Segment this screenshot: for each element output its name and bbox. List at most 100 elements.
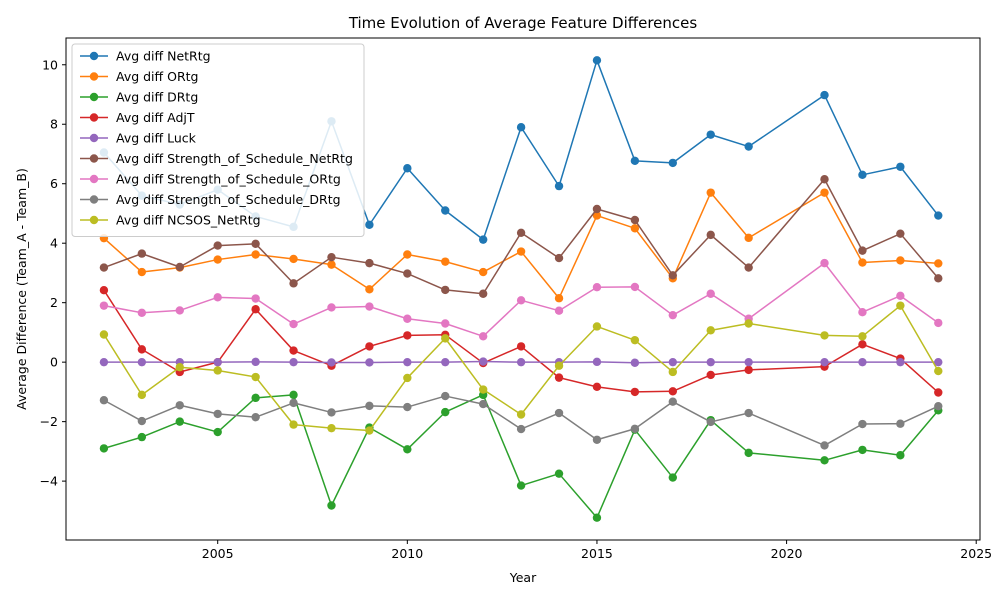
data-point — [441, 319, 450, 328]
data-point — [820, 258, 829, 268]
data-point — [251, 357, 260, 367]
data-point — [592, 382, 602, 392]
data-point — [441, 285, 450, 295]
y-axis-ticks: −4 −2 0 2 4 6 8 10 — [40, 57, 66, 489]
x-axis-label: Year — [509, 570, 537, 585]
legend-label: Avg diff AdjT — [116, 110, 195, 125]
data-point — [896, 291, 905, 301]
legend-item: Avg diff Strength_of_Schedule_NetRtg — [80, 151, 353, 166]
data-point — [630, 335, 640, 345]
data-point — [858, 307, 867, 317]
chart-title: Time Evolution of Average Feature Differ… — [348, 14, 698, 32]
data-point — [820, 188, 829, 197]
data-point — [706, 188, 715, 197]
data-point — [175, 363, 184, 372]
legend-label: Avg diff DRtg — [116, 90, 198, 105]
series-7 — [99, 258, 943, 341]
data-point — [668, 387, 678, 396]
data-point — [858, 332, 867, 341]
data-point — [934, 211, 943, 220]
data-point — [744, 357, 753, 367]
series-line — [103, 178, 939, 295]
legend-label: Avg diff Luck — [116, 131, 197, 146]
data-point — [289, 398, 298, 408]
data-point — [668, 367, 678, 377]
data-point — [516, 410, 526, 419]
legend-swatch-marker — [89, 113, 99, 122]
data-point — [403, 331, 412, 340]
data-point — [99, 301, 109, 310]
data-point — [365, 426, 374, 435]
legend-swatch-marker — [89, 195, 99, 204]
data-point — [365, 358, 374, 367]
data-point — [403, 445, 412, 454]
y-tick-label: 0 — [50, 355, 58, 370]
data-point — [820, 175, 829, 184]
legend: Avg diff NetRtg Avg diff ORtg Avg diff DRt… — [71, 43, 365, 237]
data-point — [896, 229, 905, 238]
data-point — [630, 156, 640, 166]
data-point — [668, 158, 678, 168]
legend-item: Avg diff Luck — [80, 131, 197, 146]
data-point — [441, 391, 450, 401]
data-point — [706, 289, 715, 298]
data-point — [403, 269, 412, 278]
data-point — [516, 357, 526, 367]
data-point — [744, 319, 753, 328]
data-point — [744, 448, 753, 458]
series-5 — [99, 357, 943, 367]
data-point — [99, 444, 109, 453]
data-point — [630, 387, 640, 397]
data-point — [934, 366, 943, 376]
data-point — [554, 469, 564, 478]
series-6 — [99, 175, 943, 298]
data-point — [327, 408, 336, 417]
data-point — [441, 257, 450, 266]
data-point — [820, 357, 829, 367]
data-point — [592, 56, 602, 65]
data-point — [478, 235, 488, 244]
data-point — [516, 228, 526, 237]
data-point — [706, 417, 715, 427]
data-point — [137, 432, 147, 442]
data-point — [516, 342, 526, 351]
data-point — [289, 390, 298, 400]
data-point — [592, 204, 602, 214]
data-point — [630, 224, 640, 233]
data-point — [592, 513, 602, 522]
data-point — [478, 267, 488, 277]
x-tick-label: 2015 — [581, 546, 613, 561]
data-point — [706, 357, 715, 367]
data-point — [251, 393, 260, 403]
data-point — [934, 318, 943, 328]
data-point — [441, 407, 450, 417]
data-point — [516, 424, 526, 434]
data-point — [554, 306, 564, 315]
data-point — [516, 296, 526, 305]
series-4 — [99, 285, 943, 397]
data-point — [858, 340, 867, 349]
data-point — [137, 390, 147, 400]
data-point — [251, 250, 260, 259]
data-point — [327, 423, 336, 433]
x-axis-ticks: 2005 2010 2015 2020 2025 — [202, 540, 992, 561]
data-point — [554, 294, 564, 303]
data-point — [630, 215, 640, 225]
data-point — [99, 330, 109, 339]
legend-swatch-marker — [89, 215, 99, 225]
data-point — [934, 259, 943, 268]
series-line — [103, 395, 939, 447]
data-point — [365, 342, 374, 351]
data-point — [934, 401, 943, 411]
data-point — [896, 419, 905, 428]
data-point — [896, 162, 905, 171]
data-point — [213, 427, 222, 437]
data-point — [516, 123, 526, 132]
series-9 — [99, 301, 943, 435]
data-point — [744, 365, 753, 375]
data-point — [592, 283, 602, 292]
data-point — [441, 357, 450, 367]
data-point — [327, 358, 336, 367]
data-point — [858, 445, 867, 455]
